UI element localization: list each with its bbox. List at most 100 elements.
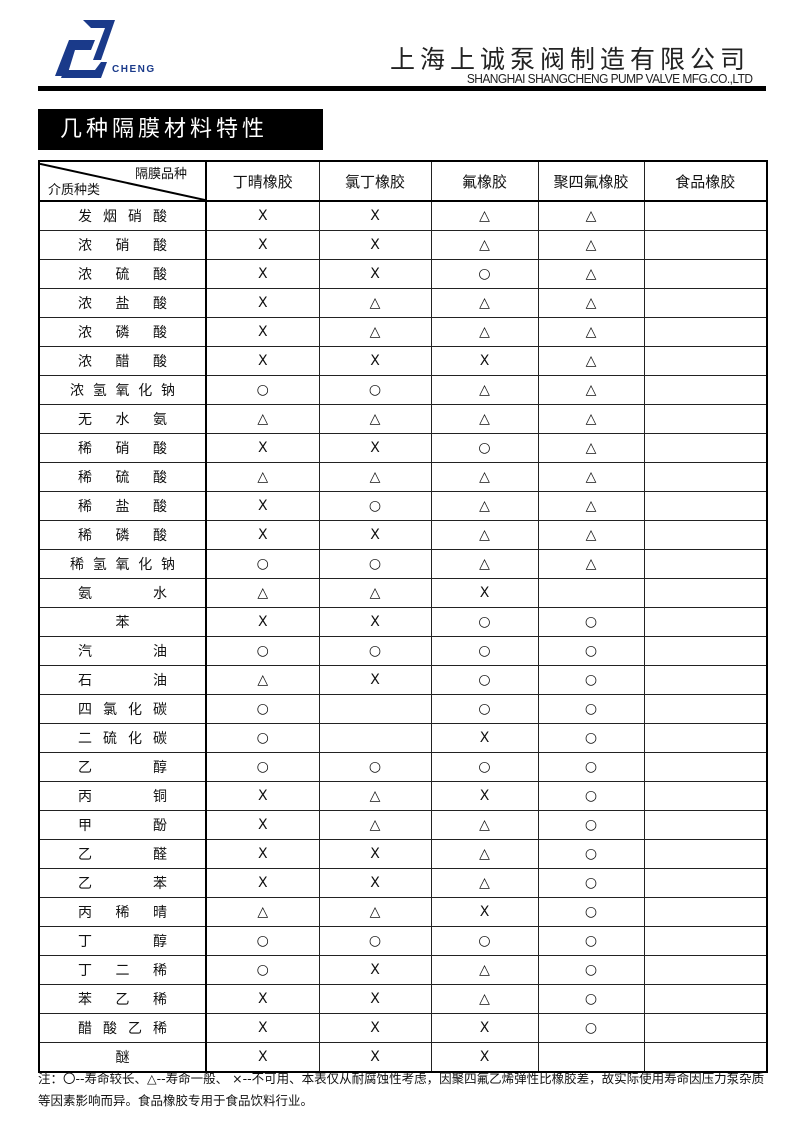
rating-cell: ○ (205, 723, 320, 753)
rating-cell: △ (537, 346, 645, 376)
rating-cell: △ (430, 955, 539, 985)
rating-cell (643, 1013, 768, 1043)
rating-cell: X (318, 200, 432, 231)
table-row: 乙醛 X X △ ○ (38, 839, 768, 869)
rating-cell: X (318, 346, 432, 376)
rating-cell: X (205, 984, 320, 1014)
footnote: 注：〇--寿命较长、△--寿命一般、 ×--不可用、本表仅从耐腐蚀性考虑，因聚四… (38, 1071, 765, 1108)
rating-cell (537, 1042, 645, 1073)
rating-cell: ○ (430, 433, 539, 463)
header-rule (38, 86, 766, 91)
rating-cell: X (205, 288, 320, 318)
rating-cell: △ (430, 839, 539, 869)
table-row: 丁二稀 ○ X △ ○ (38, 955, 768, 985)
table-row: 石油 △ X ○ ○ (38, 665, 768, 695)
table-row: 发烟硝酸 X X △ △ (38, 200, 768, 231)
table-row: 浓硫酸 X X ○ △ (38, 259, 768, 289)
medium-cell: 发烟硝酸 (38, 200, 207, 231)
corner-top-label: 隔膜品种 (134, 167, 187, 182)
rating-cell: △ (205, 897, 320, 927)
rating-cell: △ (537, 259, 645, 289)
medium-cell: 无水氨 (38, 404, 207, 434)
rating-cell: △ (430, 230, 539, 260)
rating-cell: △ (430, 317, 539, 347)
rating-cell: △ (430, 984, 539, 1014)
medium-cell: 乙苯 (38, 868, 207, 898)
rating-cell (643, 810, 768, 840)
rating-cell: X (318, 955, 432, 985)
medium-cell: 醚 (38, 1042, 207, 1073)
rating-cell: X (318, 230, 432, 260)
rating-cell: X (318, 665, 432, 695)
rating-cell: ○ (205, 375, 320, 405)
rating-cell (643, 984, 768, 1014)
column-header: 氯丁橡胶 (318, 160, 432, 202)
rating-cell: △ (205, 404, 320, 434)
rating-cell (643, 636, 768, 666)
rating-cell: X (205, 1013, 320, 1043)
rating-cell: ○ (318, 752, 432, 782)
rating-cell (643, 346, 768, 376)
rating-cell: ○ (430, 694, 539, 724)
medium-cell: 乙醇 (38, 752, 207, 782)
column-header: 食品橡胶 (643, 160, 768, 202)
medium-cell: 稀硫酸 (38, 462, 207, 492)
rating-cell: ○ (205, 636, 320, 666)
rating-cell: △ (537, 375, 645, 405)
rating-cell (643, 781, 768, 811)
medium-cell: 丁二稀 (38, 955, 207, 985)
rating-cell: ○ (430, 636, 539, 666)
rating-cell: X (318, 839, 432, 869)
logo-text: CHENG (112, 64, 156, 75)
rating-cell: X (205, 607, 320, 637)
rating-cell: △ (205, 665, 320, 695)
diagonal-line (40, 162, 205, 200)
rating-cell: △ (318, 317, 432, 347)
rating-cell (643, 317, 768, 347)
medium-cell: 浓醋酸 (38, 346, 207, 376)
rating-cell: △ (430, 491, 539, 521)
rating-cell: △ (205, 578, 320, 608)
medium-cell: 醋酸乙稀 (38, 1013, 207, 1043)
medium-cell: 稀硝酸 (38, 433, 207, 463)
rating-cell: △ (430, 520, 539, 550)
rating-cell (643, 868, 768, 898)
table-row: 四氯化碳 ○ ○ ○ (38, 694, 768, 724)
table-row: 乙苯 X X △ ○ (38, 868, 768, 898)
rating-cell (643, 462, 768, 492)
medium-cell: 苯乙稀 (38, 984, 207, 1014)
table-row: 浓醋酸 X X X △ (38, 346, 768, 376)
rating-cell: ○ (537, 810, 645, 840)
rating-cell: △ (537, 200, 645, 231)
rating-cell: X (430, 346, 539, 376)
medium-cell: 浓磷酸 (38, 317, 207, 347)
table-row: 浓盐酸 X △ △ △ (38, 288, 768, 318)
rating-cell: X (430, 723, 539, 753)
rating-cell: ○ (318, 375, 432, 405)
rating-cell: X (205, 810, 320, 840)
rating-cell: ○ (537, 868, 645, 898)
rating-cell (318, 694, 432, 724)
rating-cell (318, 723, 432, 753)
rating-cell: ○ (537, 665, 645, 695)
rating-cell: △ (537, 491, 645, 521)
medium-cell: 汽油 (38, 636, 207, 666)
corner-bottom-label: 介质种类 (48, 183, 101, 198)
rating-cell: △ (430, 404, 539, 434)
medium-cell: 浓硫酸 (38, 259, 207, 289)
rating-cell: ○ (205, 926, 320, 956)
medium-cell: 浓盐酸 (38, 288, 207, 318)
rating-cell (643, 694, 768, 724)
medium-cell: 浓氢氧化钠 (38, 375, 207, 405)
rating-cell (643, 288, 768, 318)
company-name-cn: 上海上诚泵阀制造有限公司 (389, 45, 750, 74)
table-row: 无水氨 △ △ △ △ (38, 404, 768, 434)
rating-cell: X (430, 578, 539, 608)
rating-cell (643, 578, 768, 608)
medium-cell: 稀盐酸 (38, 491, 207, 521)
rating-cell: X (205, 520, 320, 550)
rating-cell: △ (537, 462, 645, 492)
rating-cell: ○ (537, 694, 645, 724)
rating-cell: X (205, 491, 320, 521)
rating-cell: △ (430, 810, 539, 840)
